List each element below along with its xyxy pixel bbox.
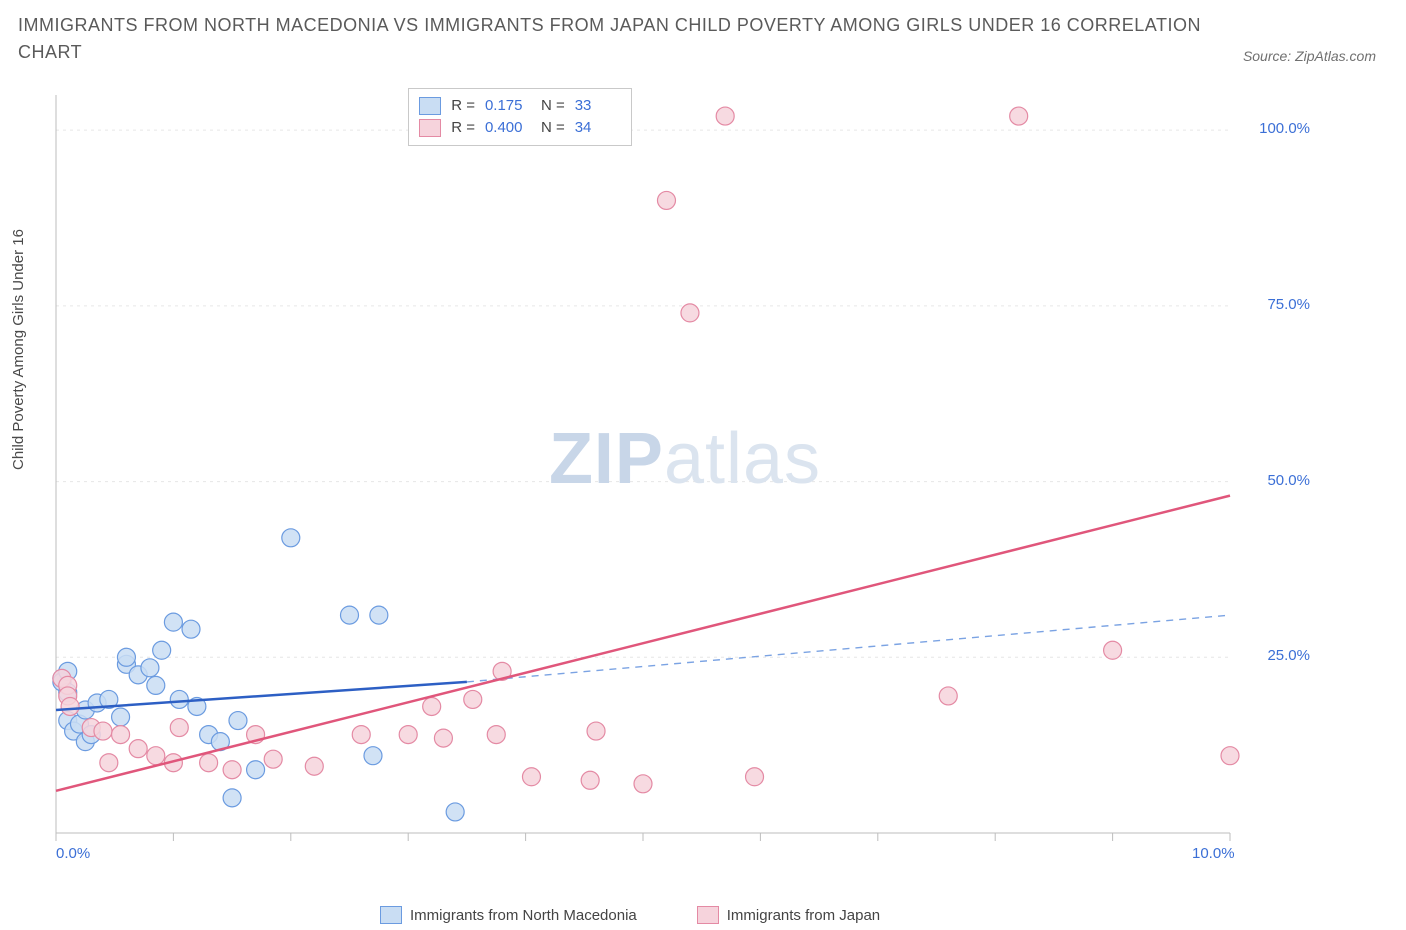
stats-row-japan: R = 0.400 N = 34	[419, 117, 621, 139]
r-value-macedonia: 0.175	[485, 95, 531, 117]
y-tick-label: 100.0%	[1259, 120, 1310, 137]
legend-label-macedonia: Immigrants from North Macedonia	[410, 907, 637, 924]
y-tick-label: 75.0%	[1267, 296, 1310, 313]
r-value-japan: 0.400	[485, 117, 531, 139]
n-label: N =	[541, 95, 565, 117]
chart-plot-area: ZIPatlas R =0.175N =33R =0.400N =34 25.0…	[50, 85, 1320, 865]
legend-swatch-macedonia	[380, 906, 402, 924]
y-tick-label: 50.0%	[1267, 472, 1310, 489]
chart-title: IMMIGRANTS FROM NORTH MACEDONIA VS IMMIG…	[18, 12, 1206, 66]
x-tick-label: 0.0%	[56, 845, 90, 862]
r-label: R =	[451, 95, 475, 117]
legend-item-japan: Immigrants from Japan	[697, 906, 880, 924]
stats-legend-box: R = 0.175 N = 33 R = 0.400 N = 34	[408, 88, 632, 146]
n-value-japan: 34	[575, 117, 621, 139]
n-label: N =	[541, 117, 565, 139]
legend-swatch-japan	[697, 906, 719, 924]
n-value-macedonia: 33	[575, 95, 621, 117]
scatter-chart-svg	[50, 85, 1320, 865]
legend-item-macedonia: Immigrants from North Macedonia	[380, 906, 637, 924]
stats-row-macedonia: R = 0.175 N = 33	[419, 95, 621, 117]
swatch-macedonia	[419, 97, 441, 115]
r-label: R =	[451, 117, 475, 139]
y-tick-label: 25.0%	[1267, 647, 1310, 664]
swatch-japan	[419, 119, 441, 137]
legend-bottom: Immigrants from North Macedonia Immigrant…	[380, 906, 880, 924]
x-tick-label: 10.0%	[1192, 845, 1235, 862]
source-attribution: Source: ZipAtlas.com	[1243, 48, 1376, 64]
y-axis-label: Child Poverty Among Girls Under 16	[10, 229, 27, 470]
legend-label-japan: Immigrants from Japan	[727, 907, 880, 924]
